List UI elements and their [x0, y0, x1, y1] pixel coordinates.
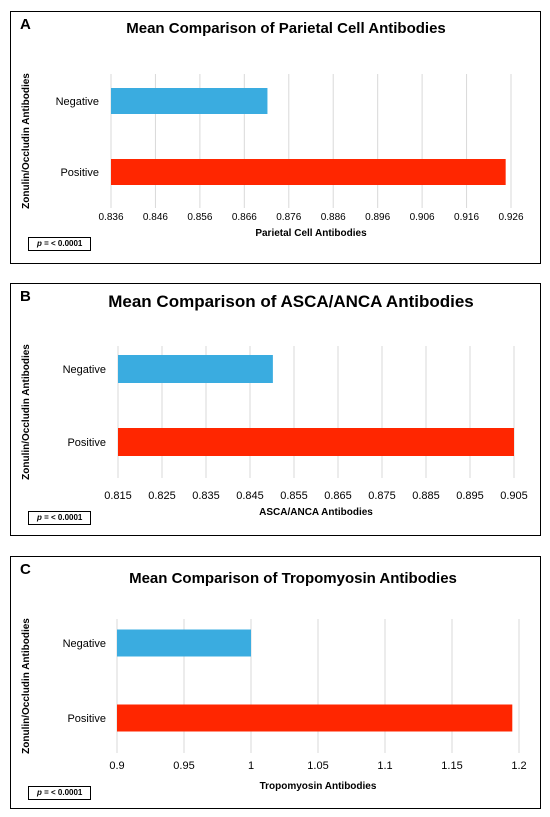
x-tick-label: 0.825: [148, 490, 176, 502]
category-label: Positive: [60, 167, 99, 179]
x-tick-label: 0.95: [173, 760, 194, 772]
x-tick-label: 1.15: [441, 760, 462, 772]
panel-letter: A: [20, 16, 31, 33]
x-tick-label: 0.865: [324, 490, 352, 502]
bar-negative: [117, 629, 251, 657]
p-value-box: p = < 0.0001: [28, 237, 92, 251]
x-tick-label: 0.875: [368, 490, 396, 502]
x-tick-label: 1.05: [307, 760, 328, 772]
y-axis-label: Zonulin/Occludin Antibodies: [21, 618, 32, 754]
p-value-symbol: p: [37, 513, 42, 522]
x-tick-label: 0.886: [321, 212, 346, 223]
panel-letter: C: [20, 561, 31, 578]
y-axis-label: Zonulin/Occludin Antibodies: [21, 73, 32, 209]
chart-svg: 0.9 0.95 1 1.05 1.1 1.15 1.2 Mean Comparison of…: [21, 570, 527, 792]
x-tick-label: 1: [248, 760, 254, 772]
x-axis-label: ASCA/ANCA Antibodies: [259, 507, 373, 518]
bar-negative: [111, 88, 268, 114]
bar-negative: [118, 355, 273, 383]
p-value-box: p = < 0.0001: [28, 786, 92, 800]
chart-panel-b: B 0.815 0.825 0.835 0.845 0.855 0.865 0.875 0.8…: [10, 283, 541, 536]
chart-svg: 0.836 0.846 0.856 0.866 0.876 0.886 0.896 0.906…: [21, 20, 524, 239]
category-label: Positive: [67, 437, 106, 449]
x-tick-label: 0.896: [365, 212, 390, 223]
x-tick-label: 0.856: [187, 212, 212, 223]
bar-positive: [117, 704, 513, 732]
category-label: Positive: [67, 713, 106, 725]
bar-positive: [111, 159, 506, 185]
p-value-text: = < 0.0001: [41, 788, 83, 797]
chart-panel-c: C 0.9 0.95 1 1.05 1.1 1.15 1.2 Mean Comparison …: [10, 556, 541, 809]
x-tick-label: 0.885: [412, 490, 440, 502]
x-tick-label: 0.846: [143, 212, 168, 223]
p-value-text: = < 0.0001: [41, 239, 83, 248]
p-value-symbol: p: [37, 239, 42, 248]
category-label: Negative: [63, 638, 106, 650]
category-label: Negative: [63, 364, 106, 376]
x-tick-label: 0.876: [276, 212, 301, 223]
chart-svg: 0.815 0.825 0.835 0.845 0.855 0.865 0.875 0.885…: [21, 292, 528, 518]
x-tick-label: 0.815: [104, 490, 132, 502]
chart-title: Mean Comparison of Tropomyosin Antibodie…: [129, 570, 457, 587]
x-tick-label: 0.905: [500, 490, 528, 502]
chart-title: Mean Comparison of ASCA/ANCA Antibodies: [108, 292, 474, 311]
p-value-symbol: p: [37, 788, 42, 797]
x-tick-label: 0.906: [410, 212, 435, 223]
x-tick-label: 0.9: [109, 760, 124, 772]
y-axis-label: Zonulin/Occludin Antibodies: [21, 344, 32, 480]
x-tick-label: 0.835: [192, 490, 220, 502]
p-value-text: = < 0.0001: [41, 513, 83, 522]
p-value-box: p = < 0.0001: [28, 511, 92, 525]
category-label: Negative: [56, 96, 99, 108]
x-axis-label: Parietal Cell Antibodies: [255, 228, 367, 239]
x-tick-label: 0.855: [280, 490, 308, 502]
x-tick-label: 0.836: [98, 212, 123, 223]
x-axis-label: Tropomyosin Antibodies: [260, 781, 377, 792]
bar-positive: [118, 428, 514, 456]
x-tick-label: 1.1: [377, 760, 392, 772]
x-tick-label: 0.895: [456, 490, 484, 502]
x-tick-label: 1.2: [511, 760, 526, 772]
x-tick-label: 0.916: [454, 212, 479, 223]
x-tick-label: 0.926: [498, 212, 523, 223]
x-tick-label: 0.845: [236, 490, 264, 502]
chart-title: Mean Comparison of Parietal Cell Antibod…: [126, 20, 446, 37]
x-tick-label: 0.866: [232, 212, 257, 223]
chart-panel-a: A 0.836 0.846 0.856 0.866 0.876 0.886 0.896 0.9…: [10, 11, 541, 264]
panel-letter: B: [20, 288, 31, 305]
